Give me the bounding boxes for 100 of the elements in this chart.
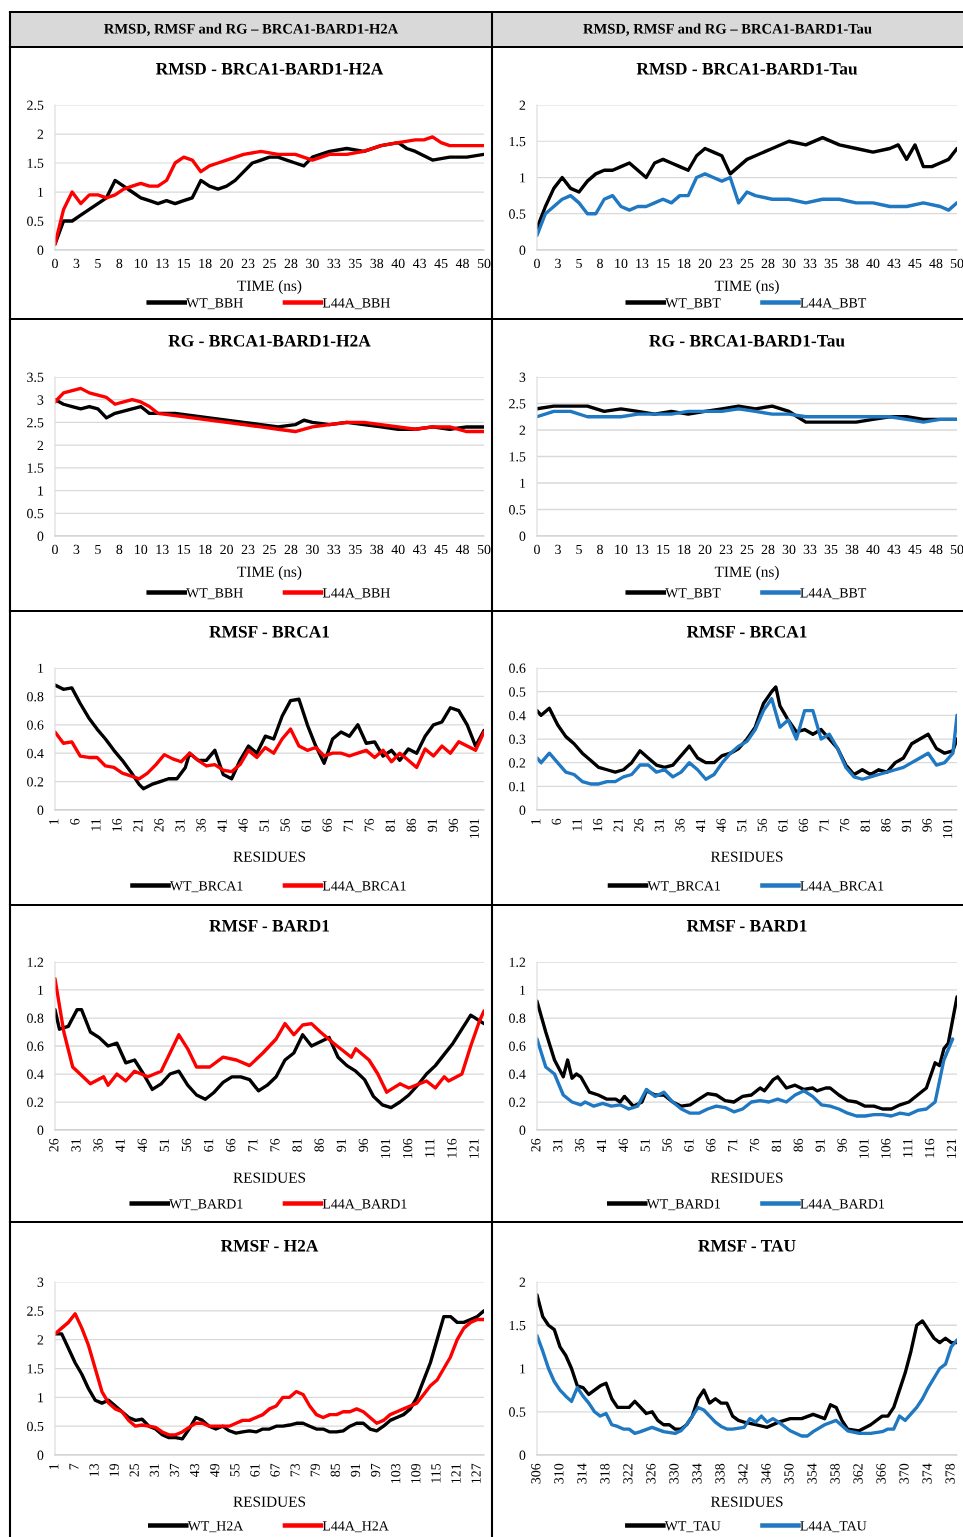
x-tick-label: 31 [553, 1139, 563, 1152]
x-tick-label: 378 [945, 1463, 955, 1484]
y-tick-label: 0.6 [509, 663, 526, 674]
x-tick-label: 45 [908, 258, 922, 269]
x-tick-label: 314 [577, 1463, 587, 1484]
x-tick-label: 31 [654, 819, 665, 832]
x-tick-label: 38 [845, 258, 859, 269]
x-tick-label: 318 [600, 1463, 610, 1484]
x-axis-title: RESIDUES [233, 851, 306, 862]
x-tick-label: 71 [343, 819, 353, 832]
x-tick-label: 81 [292, 1139, 302, 1152]
x-tick-label: 8 [116, 544, 123, 555]
x-tick-label: 43 [887, 544, 901, 555]
x-tick-label: 38 [370, 258, 384, 269]
x-tick-label: 71 [728, 1139, 738, 1152]
x-tick-label: 11 [91, 819, 101, 831]
y-tick-label: 1 [520, 173, 526, 183]
x-tick-label: 36 [574, 1138, 585, 1152]
x-tick-label: 342 [738, 1464, 748, 1484]
x-tick-label: 45 [434, 258, 448, 269]
x-tick-label: 16 [112, 818, 122, 831]
x-tick-label: 37 [169, 1463, 180, 1477]
line-series [55, 977, 484, 1094]
y-tick-label: 1.5 [27, 463, 44, 473]
x-tick-label: 10 [135, 544, 148, 555]
legend-label: WT_BBT [665, 298, 721, 310]
x-tick-label: 5 [576, 258, 582, 269]
x-tick-label: 20 [220, 258, 234, 269]
y-tick-label: 2 [37, 1335, 44, 1345]
y-tick-label: 0.4 [27, 1069, 44, 1080]
x-tick-label: 23 [241, 544, 255, 555]
x-tick-label: 28 [284, 544, 298, 555]
x-tick-label: 25 [263, 258, 276, 269]
x-tick-label: 116 [924, 1138, 935, 1158]
x-tick-label: 322 [623, 1464, 633, 1484]
x-axis-title: RESIDUES [233, 1172, 306, 1183]
x-tick-label: 5 [576, 544, 582, 555]
y-tick-label: 0.2 [27, 777, 44, 787]
x-tick-label: 48 [455, 544, 469, 555]
y-tick-label: 1 [38, 486, 44, 496]
x-tick-label: 48 [929, 544, 943, 555]
x-tick-label: 306 [531, 1463, 541, 1484]
x-tick-label: 35 [349, 544, 362, 555]
x-tick-label: 71 [819, 819, 829, 832]
x-tick-label: 8 [116, 258, 123, 269]
x-tick-label: 43 [412, 544, 427, 555]
x-tick-label: 73 [290, 1463, 300, 1477]
x-tick-label: 35 [824, 258, 838, 269]
legend-label: WT_BRCA1 [169, 881, 243, 893]
chart-title: RMSD - BRCA1-BARD1-Tau [636, 62, 858, 75]
legend-label: L44A_BBT [800, 588, 867, 600]
x-tick-label: 28 [284, 258, 298, 269]
y-tick-label: 0 [519, 805, 526, 815]
x-tick-label: 30 [782, 258, 796, 269]
x-tick-label: 15 [177, 258, 191, 269]
y-tick-label: 0.5 [509, 209, 526, 219]
y-tick-label: 0 [519, 1450, 526, 1460]
line-series [537, 697, 957, 786]
x-tick-label: 31 [149, 1464, 160, 1477]
y-tick-label: 1 [38, 1392, 44, 1403]
y-tick-label: 2 [37, 129, 44, 139]
x-tick-label: 33 [327, 544, 341, 555]
x-tick-label: 50 [477, 544, 491, 555]
x-tick-label: 36 [675, 818, 685, 832]
y-tick-label: 0.5 [509, 687, 526, 697]
x-tick-label: 10 [615, 258, 628, 269]
y-tick-label: 0 [37, 245, 44, 255]
x-tick-label: 30 [306, 258, 319, 269]
x-tick-label: 33 [803, 544, 817, 555]
x-tick-label: 55 [230, 1463, 240, 1477]
x-axis-title: TIME (ns) [714, 280, 779, 294]
x-tick-label: 86 [881, 818, 891, 832]
x-tick-label: 10 [135, 258, 148, 269]
y-tick-label: 0.3 [509, 734, 526, 745]
x-tick-label: 310 [554, 1463, 564, 1484]
x-tick-label: 50 [950, 258, 963, 269]
y-tick-label: 0.2 [509, 758, 526, 768]
y-tick-label: 1.2 [27, 957, 44, 968]
y-tick-label: 1.2 [509, 957, 526, 968]
y-tick-label: 0.2 [509, 1097, 526, 1108]
x-tick-label: 43 [412, 258, 427, 269]
x-tick-label: 43 [887, 258, 901, 269]
x-tick-label: 11 [572, 819, 582, 831]
y-tick-label: 3.5 [27, 372, 44, 383]
x-tick-label: 370 [899, 1463, 909, 1484]
y-tick-label: 1.5 [509, 452, 526, 462]
y-tick-label: 0 [519, 245, 526, 255]
y-tick-label: 0 [519, 531, 526, 541]
x-tick-label: 56 [662, 1138, 672, 1152]
x-tick-label: 20 [698, 544, 712, 555]
x-tick-label: 354 [807, 1463, 817, 1484]
x-tick-label: 50 [477, 258, 491, 269]
x-tick-label: 33 [803, 258, 817, 269]
legend-label: L44A_BRCA1 [322, 881, 406, 893]
x-axis-title: RESIDUES [233, 1496, 306, 1507]
x-tick-label: 103 [390, 1463, 401, 1483]
x-tick-label: 50 [950, 544, 963, 555]
x-tick-label: 13 [156, 544, 169, 555]
x-tick-label: 35 [824, 544, 838, 555]
chart-title: RMSF - BARD1 [686, 919, 807, 932]
